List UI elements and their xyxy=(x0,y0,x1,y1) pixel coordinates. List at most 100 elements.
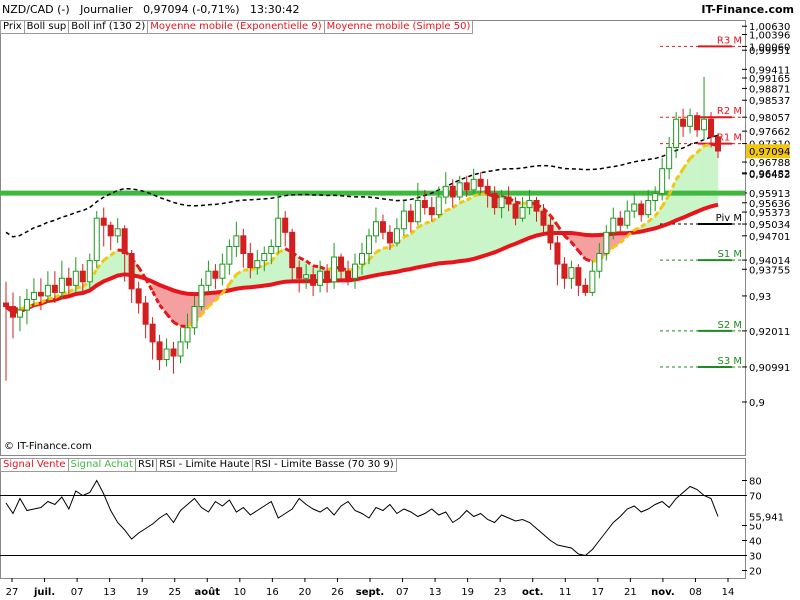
ema-9-segment xyxy=(102,254,112,262)
ema-9-segment xyxy=(277,247,286,254)
x-tick-label: sept. xyxy=(356,587,384,598)
candle-body xyxy=(93,217,100,262)
ema-sma-fill xyxy=(243,269,251,289)
rsi-tick-label: 70 xyxy=(749,492,762,503)
price-tick-label: 0,99951 xyxy=(749,46,790,57)
ema-9-segment xyxy=(577,249,587,261)
legend-rsi-haute[interactable]: RSI - Limite Haute xyxy=(156,458,253,472)
ema-sma-fill xyxy=(431,216,440,265)
candle-body xyxy=(365,235,372,255)
candle-body xyxy=(694,115,701,131)
candle-body xyxy=(680,118,687,127)
legend-boll-sup[interactable]: Boll sup xyxy=(23,20,70,34)
ema-9-segment xyxy=(592,258,600,263)
price-tick-label: 0,97662 xyxy=(749,127,790,138)
ema-9-segment xyxy=(389,242,398,249)
price-tick-label: 0,96482 xyxy=(749,169,790,180)
ema-9-segment xyxy=(305,259,314,268)
legend-ema[interactable]: Moyenne mobile (Exponentielle 9) xyxy=(147,20,325,34)
candle-body xyxy=(631,203,638,212)
price-tick-label: 1,00630 xyxy=(749,22,790,33)
ema-9-segment xyxy=(249,266,258,272)
pivot-label: S2 M xyxy=(717,320,742,331)
ema-sma-fill xyxy=(696,145,705,212)
legend-prix[interactable]: Prix xyxy=(0,20,25,34)
rsi-panel-frame xyxy=(0,458,746,579)
ema-9-segment xyxy=(689,151,699,160)
candle-body xyxy=(645,200,652,216)
legend-boll-inf[interactable]: Boll inf (130 2) xyxy=(68,20,149,34)
ema-9-segment xyxy=(298,256,307,263)
ema-9-segment xyxy=(382,245,391,250)
ema-sma-fill xyxy=(689,152,698,215)
x-tick-label: 13 xyxy=(429,587,442,598)
candle-body xyxy=(310,274,317,286)
price-tick-label: 0,96788 xyxy=(749,158,790,169)
candle-body xyxy=(491,192,498,209)
ema-sma-fill xyxy=(459,199,467,262)
candle-body xyxy=(687,115,694,127)
legend-rsi-basse[interactable]: RSI - Limite Basse (70 30 9) xyxy=(251,458,397,472)
candle-body xyxy=(212,270,219,279)
candle-body xyxy=(407,210,414,223)
legend-sma[interactable]: Moyenne mobile (Simple 50) xyxy=(323,20,474,34)
ema-9-segment xyxy=(437,209,447,218)
site-label: IT-Finance.com xyxy=(701,3,794,16)
ema-sma-fill xyxy=(403,233,412,271)
candle-body xyxy=(561,263,568,279)
candle-body xyxy=(177,341,184,357)
x-tick-label: 08 xyxy=(689,587,702,598)
candle-body xyxy=(359,253,365,265)
ema-9-segment xyxy=(403,232,412,239)
ema-9-segment xyxy=(151,290,161,306)
legend-signal-achat[interactable]: Signal Achat xyxy=(67,458,136,472)
rsi-value-label: 55,941 xyxy=(749,513,784,524)
legend-signal-vente[interactable]: Signal Vente xyxy=(0,458,69,472)
ema-9-segment xyxy=(214,292,224,302)
ema-9-segment xyxy=(367,251,378,261)
ema-9-segment xyxy=(703,142,712,148)
ema-9-segment xyxy=(207,299,217,308)
x-tick-label: 13 xyxy=(103,587,116,598)
candle-body xyxy=(282,217,289,233)
ema-9-segment xyxy=(674,168,685,181)
rsi-tick-label: 50 xyxy=(749,522,762,533)
ema-9-segment xyxy=(172,320,182,328)
current-price-label: 0,97094 xyxy=(749,147,790,158)
ema-9-segment xyxy=(228,273,238,285)
candle-body xyxy=(393,228,400,244)
price-tick-label: 0,94014 xyxy=(749,256,790,267)
rsi-tick-label: 80 xyxy=(749,477,762,488)
candle-body xyxy=(100,217,107,226)
candle-body xyxy=(666,146,673,170)
candle-body xyxy=(198,284,205,308)
ema-9-segment xyxy=(284,247,293,254)
candle-body xyxy=(3,302,9,308)
ema-sma-fill xyxy=(438,210,447,264)
candle-body xyxy=(505,196,512,205)
ema-9-segment xyxy=(584,257,593,263)
legend-rsi[interactable]: RSI xyxy=(134,458,158,472)
candle-body xyxy=(51,284,58,293)
ema-9-segment xyxy=(19,305,28,311)
ema-9-segment xyxy=(263,259,272,267)
candle-body xyxy=(470,178,477,191)
candle-body xyxy=(128,253,135,290)
price-tick-label: 0,9 xyxy=(749,398,765,409)
price-tick-label: 0,92011 xyxy=(749,327,790,338)
candle-body xyxy=(205,270,212,286)
ema-9-segment xyxy=(47,296,56,301)
ema-9-segment xyxy=(647,214,657,223)
ema-sma-fill xyxy=(585,234,593,262)
candle-body xyxy=(456,182,463,198)
ema-9-segment xyxy=(417,222,426,229)
ema-sma-fill xyxy=(180,292,188,327)
candle-body xyxy=(30,291,37,300)
ema-9-segment xyxy=(95,259,105,270)
x-tick-label: juil. xyxy=(33,587,55,598)
candle-body xyxy=(191,306,198,329)
price-tick-label: 0,93 xyxy=(749,292,771,303)
rsi-value-badge xyxy=(746,509,790,524)
candle-body xyxy=(86,260,93,283)
